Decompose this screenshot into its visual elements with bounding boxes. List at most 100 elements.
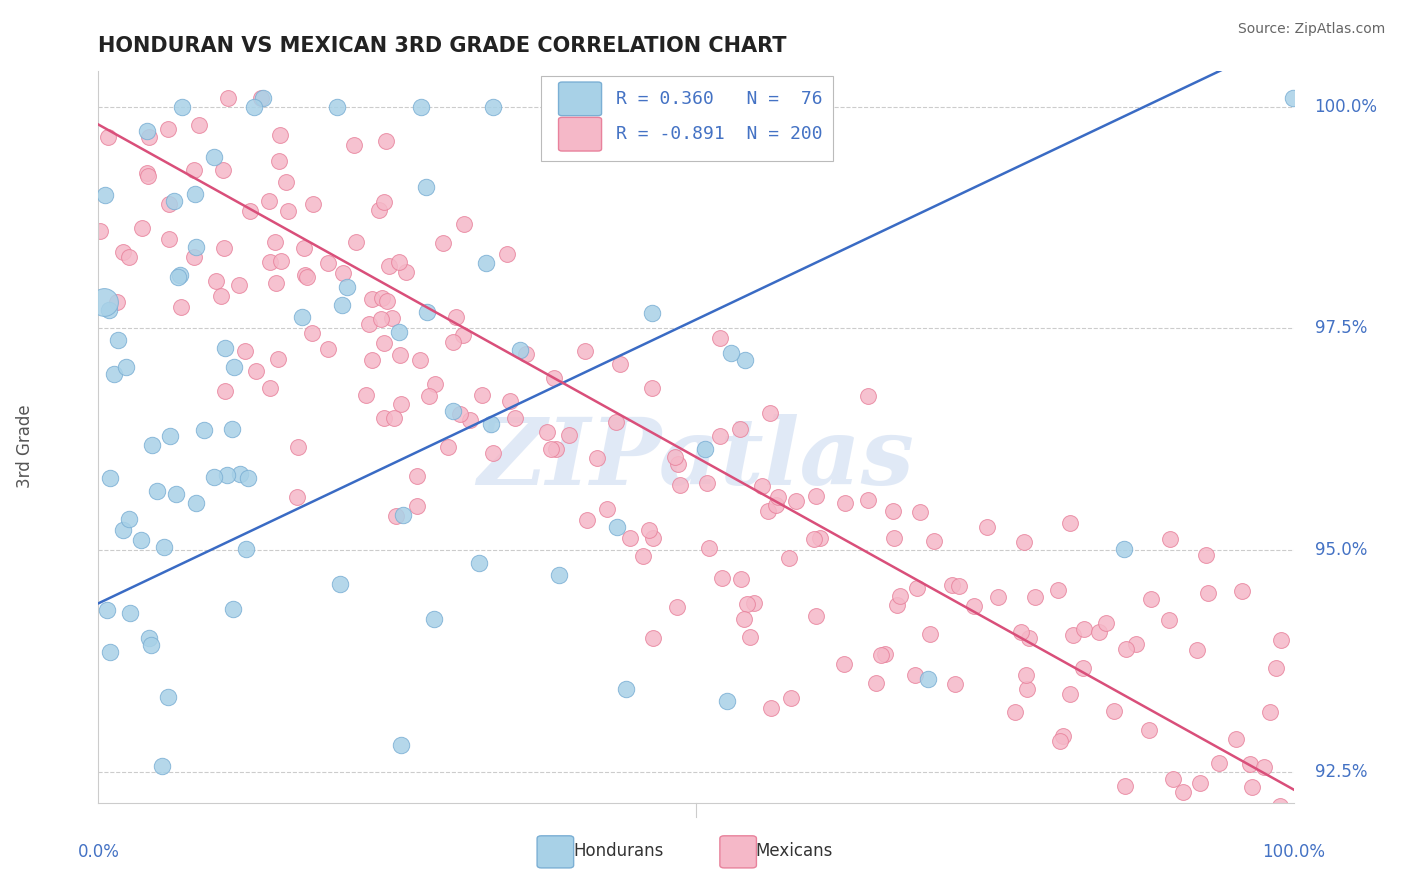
Point: [873, 647, 896, 661]
Point: [163, 194, 186, 209]
Point: [1004, 705, 1026, 719]
Text: Source: ZipAtlas.com: Source: ZipAtlas.com: [1237, 22, 1385, 37]
Point: [1137, 723, 1160, 737]
Point: [138, 129, 160, 144]
Point: [482, 446, 505, 460]
Point: [709, 331, 731, 345]
Point: [733, 612, 755, 626]
Point: [444, 310, 467, 324]
Point: [631, 549, 654, 564]
Point: [1059, 516, 1081, 531]
Point: [889, 590, 911, 604]
Point: [948, 579, 970, 593]
Text: 100.0%: 100.0%: [1263, 843, 1324, 861]
Point: [1258, 705, 1281, 719]
Point: [136, 165, 159, 179]
Point: [131, 533, 153, 548]
Point: [302, 197, 325, 211]
Point: [336, 279, 359, 293]
Point: [641, 632, 664, 646]
Point: [1253, 760, 1275, 774]
Point: [257, 194, 280, 208]
Point: [150, 759, 173, 773]
Point: [118, 512, 141, 526]
Point: [1268, 845, 1291, 859]
Point: [695, 442, 717, 456]
Point: [605, 415, 627, 429]
Point: [1159, 533, 1181, 547]
Point: [886, 598, 908, 612]
Point: [696, 475, 718, 490]
Point: [259, 381, 281, 395]
Point: [89, 224, 111, 238]
Point: [1102, 704, 1125, 718]
Point: [606, 520, 628, 534]
Point: [292, 241, 315, 255]
Point: [641, 381, 664, 395]
Text: Mexicans: Mexicans: [755, 842, 832, 860]
Point: [382, 410, 405, 425]
Text: 92.5%: 92.5%: [1315, 763, 1367, 780]
Point: [344, 235, 367, 250]
Point: [204, 274, 226, 288]
Point: [394, 265, 416, 279]
Point: [585, 450, 607, 465]
Point: [1281, 91, 1303, 105]
Point: [136, 169, 159, 183]
Point: [575, 513, 598, 527]
Point: [666, 600, 689, 615]
Point: [734, 352, 756, 367]
Point: [503, 410, 526, 425]
Point: [97, 302, 120, 317]
Point: [415, 180, 437, 194]
Text: HONDURAN VS MEXICAN 3RD GRADE CORRELATION CHART: HONDURAN VS MEXICAN 3RD GRADE CORRELATIO…: [98, 36, 787, 55]
Point: [373, 411, 395, 425]
Point: [471, 388, 494, 402]
FancyBboxPatch shape: [537, 836, 574, 868]
Point: [641, 306, 664, 320]
Point: [405, 469, 427, 483]
Point: [905, 581, 928, 595]
Point: [664, 450, 686, 464]
Point: [186, 496, 208, 510]
Point: [730, 572, 752, 586]
Point: [274, 175, 297, 189]
FancyBboxPatch shape: [558, 82, 602, 116]
Point: [941, 578, 963, 592]
Point: [515, 346, 537, 360]
Point: [94, 188, 117, 202]
Point: [290, 310, 312, 325]
FancyBboxPatch shape: [540, 77, 834, 161]
Point: [449, 408, 471, 422]
Point: [360, 292, 382, 306]
Point: [326, 100, 349, 114]
Point: [183, 163, 205, 178]
Point: [409, 353, 432, 368]
Point: [1059, 687, 1081, 701]
Point: [780, 690, 803, 705]
Point: [295, 269, 318, 284]
Point: [370, 312, 392, 326]
Text: R = 0.360   N =  76: R = 0.360 N = 76: [616, 90, 823, 108]
Point: [217, 91, 239, 105]
Point: [976, 520, 998, 534]
Point: [202, 150, 225, 164]
Point: [270, 254, 292, 268]
Text: 100.0%: 100.0%: [1315, 98, 1378, 116]
Point: [375, 134, 398, 148]
Point: [139, 638, 162, 652]
Point: [214, 241, 236, 255]
Point: [804, 100, 827, 114]
Point: [157, 122, 180, 136]
Point: [212, 162, 235, 177]
Point: [221, 422, 243, 436]
Point: [1049, 734, 1071, 748]
Point: [432, 236, 454, 251]
Point: [1095, 616, 1118, 631]
Point: [499, 393, 522, 408]
Point: [704, 91, 727, 105]
Point: [548, 567, 571, 582]
Point: [1240, 780, 1263, 794]
Point: [1052, 729, 1074, 743]
Point: [1140, 592, 1163, 607]
